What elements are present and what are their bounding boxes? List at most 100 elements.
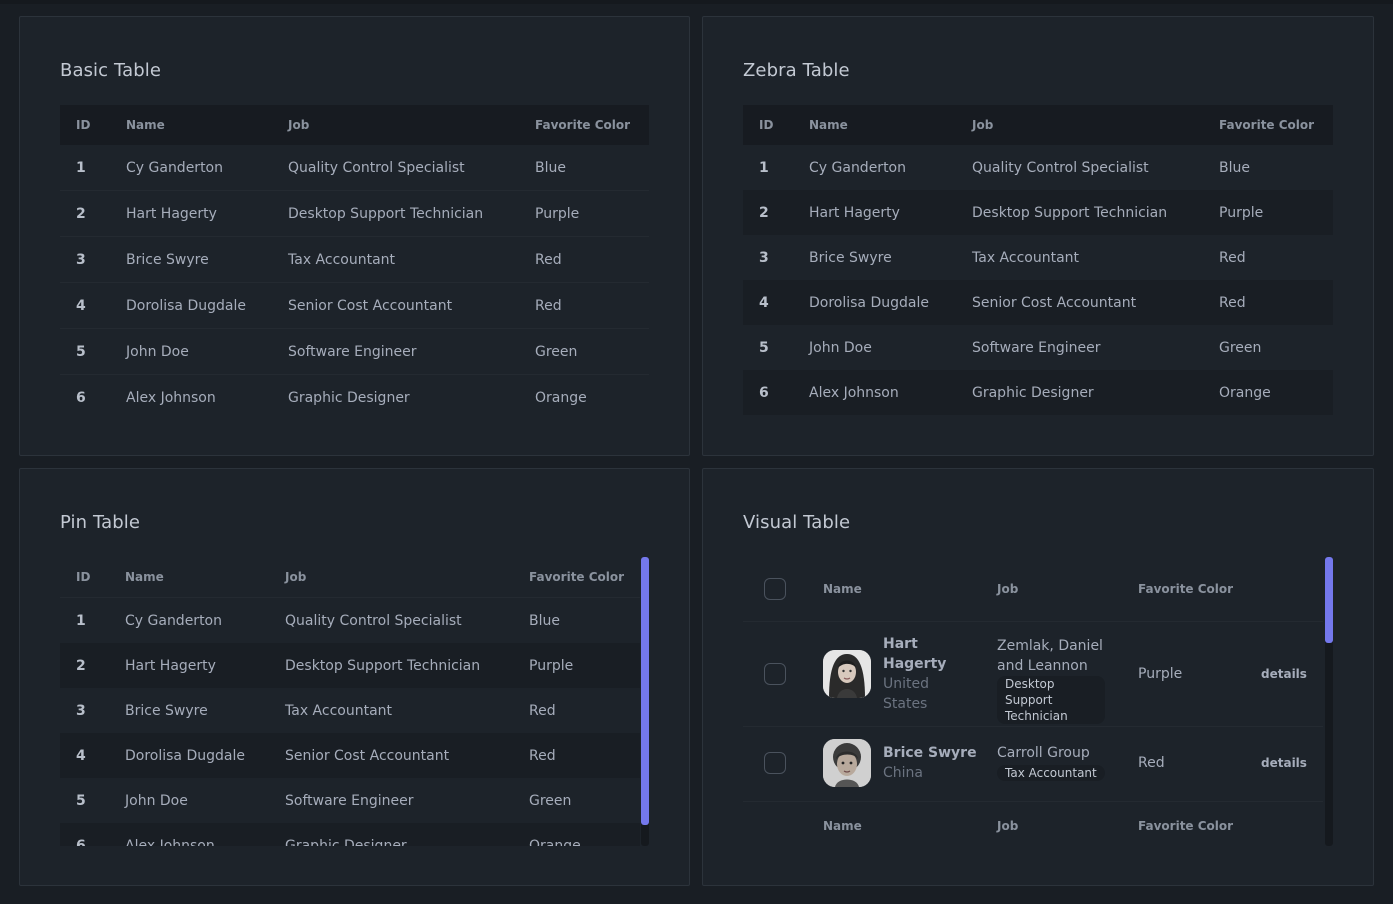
job-badge: Tax Accountant [997,765,1105,781]
cell-job: Desktop Support Technician [285,657,481,674]
row-checkbox[interactable] [764,752,786,774]
cell-color: Orange [1219,384,1271,401]
cell-color: Purple [535,205,580,222]
cell-name: Dorolisa Dugdale [126,297,246,314]
cell-name: Brice Swyre [809,249,892,266]
scrollbar-thumb[interactable] [641,557,649,825]
cell-name: Brice Swyre [125,702,208,719]
header-job: Job [288,118,310,132]
cell-color: Red [1219,249,1246,266]
cell-color: Red [535,297,562,314]
footer-job: Job [997,819,1019,833]
cell-id: 5 [76,792,86,809]
cell-color: Blue [535,159,566,176]
cell-id: 6 [76,389,86,406]
cell-job: Graphic Designer [288,389,410,406]
basic-table: ID Name Job Favorite Color 1 Cy Ganderton… [60,105,649,420]
visual-table-card: Visual Table Name Job Favorite Color [702,468,1374,886]
card-title: Visual Table [743,512,851,533]
table-row: 2 Hart Hagerty Desktop Support Technician P… [60,643,640,688]
cell-color: Green [535,343,578,360]
cell-color: Red [529,702,556,719]
cell-color: Orange [529,837,581,847]
table-row: 5 John Doe Software Engineer Green [60,329,649,375]
cell-job: Desktop Support Technician [288,205,484,222]
table-row: 4 Dorolisa Dugdale Senior Cost Accountant R… [60,733,640,778]
table-row: 2 Hart Hagerty Desktop Support Technician P… [60,191,649,237]
cell-name: Hart Hagerty [125,657,216,674]
cell-name: Cy Ganderton [126,159,223,176]
visual-table-scroll-area[interactable]: Name Job Favorite Color Hart Hagerty [743,557,1323,846]
cell-id: 3 [76,251,86,268]
header-favorite-color: Favorite Color [529,570,625,584]
table-header-row: ID Name Job Favorite Color [60,105,649,145]
user-photo-icon [823,739,871,787]
company-name: Carroll Group [997,745,1090,761]
cell-id: 5 [76,343,86,360]
cell-job: Tax Accountant [972,249,1080,266]
cell-id: 4 [76,297,86,314]
cell-name: Brice Swyre [126,251,209,268]
top-bar [0,0,1393,4]
cell-color: Green [1219,339,1262,356]
cell-job: Senior Cost Accountant [285,747,450,764]
pin-table-card: Pin Table ID Name Job Favorite Color 1 Cy… [19,468,690,886]
header-name: Name [809,118,848,132]
table-row: 6 Alex Johnson Graphic Designer Orange [60,823,640,846]
footer-name: Name [823,819,862,833]
person-country: United States [883,676,929,712]
cell-color: Orange [535,389,587,406]
table-row: 4 Dorolisa Dugdale Senior Cost Accountant R… [60,283,649,329]
header-favorite-color: Favorite Color [1219,118,1315,132]
card-title: Pin Table [60,512,141,533]
header-job: Job [972,118,994,132]
pin-table: ID Name Job Favorite Color 1 Cy Ganderton… [60,557,640,846]
table-row: 5 John Doe Software Engineer Green [743,325,1333,370]
cell-color: Purple [1219,204,1264,221]
cell-job: Tax Accountant [285,702,393,719]
cell-name: Alex Johnson [809,384,899,401]
table-footer-row: Name Job Favorite Color [743,802,1323,846]
header-favorite-color: Favorite Color [1138,582,1234,596]
table-header-row: ID Name Job Favorite Color [60,557,640,598]
avatar [823,739,871,787]
cell-name: Dorolisa Dugdale [809,294,929,311]
user-photo-icon [823,650,871,698]
cell-id: 6 [759,384,769,401]
table-row: Hart Hagerty United States Zemlak, Danie… [743,622,1323,727]
cell-job: Tax Accountant [288,251,396,268]
row-checkbox[interactable] [764,663,786,685]
zebra-table-card: Zebra Table ID Name Job Favorite Color 1… [702,16,1374,456]
cell-name: John Doe [126,343,189,360]
cell-name: Cy Ganderton [125,612,222,629]
avatar [823,650,871,698]
person-name: Brice Swyre [883,745,977,761]
header-job: Job [285,570,307,584]
details-button[interactable]: details [1261,756,1307,770]
basic-table-card: Basic Table ID Name Job Favorite Color 1… [19,16,690,456]
cell-color: Blue [529,612,560,629]
table-row: 1 Cy Ganderton Quality Control Specialist B… [743,145,1333,190]
header-job: Job [997,582,1019,596]
visual-table-scrollbar[interactable] [1325,557,1333,846]
cell-id: 2 [76,205,86,222]
person-name: Hart Hagerty [883,636,947,672]
details-button[interactable]: details [1261,667,1307,681]
pin-table-scroll-area[interactable]: ID Name Job Favorite Color 1 Cy Ganderton… [60,557,640,846]
table-row: 1 Cy Ganderton Quality Control Specialist B… [60,145,649,191]
cell-color: Purple [529,657,574,674]
table-row: 1 Cy Ganderton Quality Control Specialist B… [60,598,640,644]
header-name: Name [125,570,164,584]
cell-color: Red [529,747,556,764]
person-country: China [883,765,923,781]
cell-job: Graphic Designer [285,837,407,847]
select-all-checkbox[interactable] [764,578,786,600]
card-title: Zebra Table [743,60,850,81]
scrollbar-thumb[interactable] [1325,557,1333,643]
cell-job: Graphic Designer [972,384,1094,401]
cell-job: Software Engineer [972,339,1101,356]
header-name: Name [823,582,862,596]
pin-table-scrollbar[interactable] [641,557,649,846]
table-row: 2 Hart Hagerty Desktop Support Technician P… [743,190,1333,235]
cell-id: 4 [759,294,769,311]
